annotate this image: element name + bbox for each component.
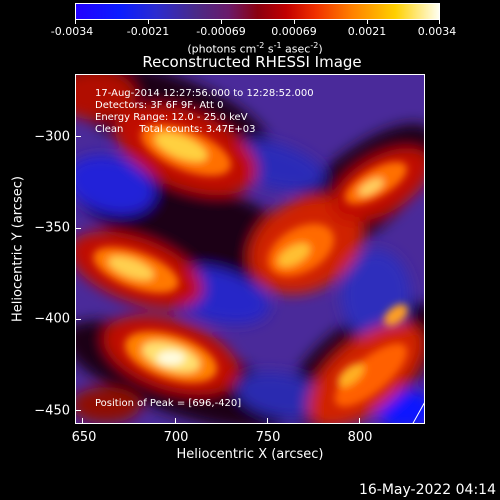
y-axis-tick-label: −300 [34,129,70,145]
y-axis-tick [75,319,81,320]
x-axis-tick [359,418,360,424]
detectors-label: Detectors: 3F 6F 9F, Att 0 [95,100,224,111]
x-axis-tick-label: 650 [71,430,97,445]
image-blobs-bright [93,124,408,407]
colorbar-tick-label: 0.0021 [347,25,387,38]
x-axis-tick [267,418,268,424]
colorbar-tick [148,20,149,24]
colorbar-tick [439,20,440,24]
colorbar-tick-label: 0.00069 [271,25,317,38]
colorbar-tick-label: -0.00069 [196,25,246,38]
x-axis-tick-label: 800 [347,430,373,445]
colorbar-tick-label: -0.0021 [126,25,170,38]
plot-title: Reconstructed RHESSI Image [142,53,362,71]
x-axis-tick [82,418,83,424]
reconstructed-image [76,75,424,423]
y-axis-tick-label: −350 [34,220,70,236]
y-axis-tick-label: −450 [34,403,70,419]
algorithm-counts-label: Clean Total counts: 3.47E+03 [95,124,256,135]
colorbar-tick-label: -0.0034 [50,25,94,38]
x-axis-tick-label: 750 [255,430,281,445]
colorbar-tick-label: 0.0034 [417,25,457,38]
energy-range-label: Energy Range: 12.0 - 25.0 keV [95,112,248,123]
y-axis-title: Heliocentric Y (arcsec) [10,176,26,322]
colorbar-tick [75,20,76,24]
x-axis-tick-label: 700 [163,430,189,445]
image-panel [75,74,425,424]
colorbar-tick [221,20,222,24]
colorbar-tick [367,20,368,24]
y-axis-tick [75,136,81,137]
generation-date: 16-May-2022 04:14 [358,482,496,498]
y-axis-tick [75,410,81,411]
time-range-label: 17-Aug-2014 12:27:56.000 to 12:28:52.000 [95,88,314,99]
y-axis-tick-label: −400 [34,311,70,327]
x-axis-tick [175,418,176,424]
x-axis-title: Heliocentric X (arcsec) [176,447,324,462]
peak-position-label: Position of Peak = [696,-420] [95,398,242,409]
limb-line [412,402,424,423]
colorbar-tick [294,20,295,24]
colorbar [75,3,440,20]
colorbar-units: (photons cm-2 s-1 asec-2) [187,41,323,56]
y-axis-tick [75,228,81,229]
